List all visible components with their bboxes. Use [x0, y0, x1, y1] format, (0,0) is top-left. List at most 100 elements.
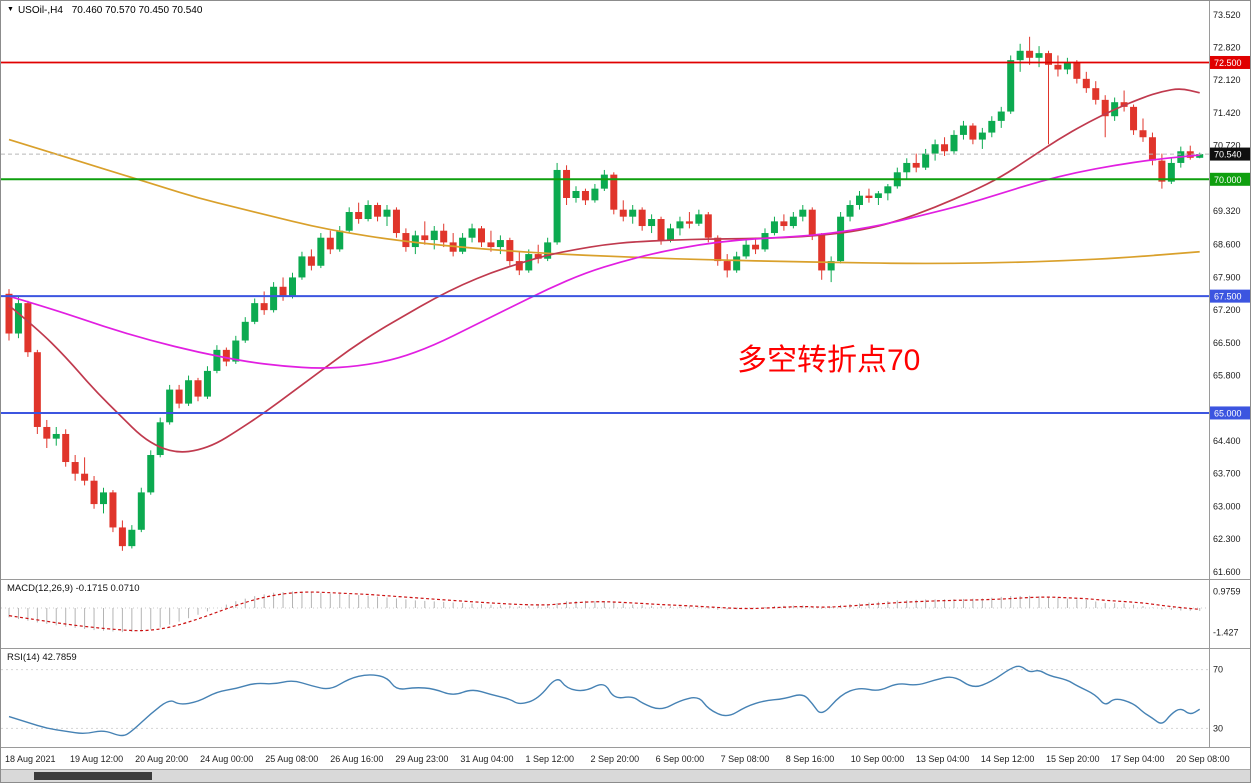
time-axis-label: 29 Aug 23:00	[395, 754, 448, 764]
price-tick-label: 71.420	[1213, 108, 1241, 118]
candle-body	[931, 144, 939, 154]
candle-body	[648, 219, 656, 227]
time-axis-label: 7 Sep 08:00	[721, 754, 770, 764]
candle-body	[307, 256, 315, 266]
candle-body	[818, 235, 826, 271]
candle-body	[714, 237, 722, 262]
candle-body	[856, 195, 863, 206]
price-badge-label: 72.500	[1214, 58, 1242, 68]
candle-body	[969, 125, 977, 140]
candle-body	[1186, 151, 1194, 158]
candle-body	[81, 473, 89, 481]
price-tick-label: 65.800	[1213, 371, 1241, 381]
chart-annotation-text: 多空转折点70	[737, 344, 921, 377]
candle-body	[156, 422, 164, 456]
candle-body	[761, 233, 769, 250]
candle-body	[166, 389, 174, 423]
macd-histogram	[8, 591, 1201, 633]
candle-body	[865, 195, 873, 198]
candle-body	[723, 261, 731, 271]
candle-body	[1063, 62, 1071, 70]
horizontal-scrollbar[interactable]	[1, 769, 1250, 782]
candle-body	[959, 125, 967, 135]
candle-body	[383, 209, 391, 217]
candle-body	[90, 480, 98, 505]
candle-body	[808, 209, 816, 236]
time-axis-label: 1 Sep 12:00	[525, 754, 574, 764]
symbol-period-label: USOil-,H4	[17, 5, 63, 16]
candle-body	[1148, 137, 1156, 161]
price-badge	[1210, 55, 1250, 69]
candle-body	[515, 261, 523, 271]
candle-body	[799, 209, 807, 217]
candle-body	[591, 188, 599, 201]
candle-body	[1158, 160, 1166, 182]
candle-body	[581, 190, 589, 201]
candle-body	[496, 240, 504, 248]
candle-body	[24, 303, 32, 353]
price-tick-label: 61.600	[1213, 567, 1241, 577]
candle-body	[1016, 50, 1024, 61]
candle-body	[128, 529, 136, 547]
candle-body	[1139, 130, 1147, 138]
rsi-level-label: 70	[1213, 665, 1223, 675]
candle-body	[1130, 106, 1138, 131]
candle-body	[742, 244, 750, 257]
candle-body	[884, 186, 892, 194]
candle-body	[950, 134, 958, 152]
symbol-menu-icon[interactable]: ▼	[7, 6, 14, 13]
candle-body	[752, 244, 760, 250]
rsi-level-label: 30	[1213, 723, 1223, 733]
candle-body	[638, 209, 646, 227]
time-axis-label: 10 Sep 00:00	[851, 754, 905, 764]
candle-body	[213, 349, 221, 371]
time-axis-label: 20 Aug 20:00	[135, 754, 188, 764]
price-tick-label: 62.300	[1213, 534, 1241, 544]
price-tick-label: 68.600	[1213, 240, 1241, 250]
candle-body	[100, 492, 107, 505]
candle-body	[997, 111, 1005, 121]
macd-tick-label: 0.9759	[1213, 586, 1241, 596]
macd-tick-label: -1.427	[1213, 627, 1239, 637]
candle-body	[837, 216, 845, 262]
candle-body	[402, 233, 410, 248]
time-axis-label: 31 Aug 04:00	[460, 754, 513, 764]
price-badge	[1210, 147, 1250, 161]
candle-body	[241, 321, 249, 341]
candle-body	[1196, 154, 1204, 158]
candle-body	[789, 216, 797, 227]
price-tick-label: 72.120	[1213, 75, 1241, 85]
price-tick-label: 72.820	[1213, 43, 1241, 53]
price-badge	[1210, 172, 1250, 186]
candles-layer	[5, 36, 1204, 551]
candle-body	[676, 221, 684, 229]
candle-body	[298, 256, 306, 278]
candle-body	[553, 169, 561, 243]
price-badge	[1210, 406, 1250, 420]
candle-body	[289, 277, 296, 297]
scrollbar-handle[interactable]	[34, 772, 152, 780]
chart-title: ▼ USOil-,H4 70.460 70.570 70.450 70.540	[7, 5, 202, 16]
candle-body	[326, 237, 334, 250]
price-badge-label: 70.000	[1214, 175, 1242, 185]
time-axis-label: 17 Sep 04:00	[1111, 754, 1165, 764]
candle-body	[355, 212, 363, 220]
candle-body	[629, 209, 637, 217]
candle-body	[260, 303, 268, 311]
candle-body	[827, 261, 835, 271]
candle-body	[270, 286, 278, 311]
price-tick-label: 69.320	[1213, 206, 1241, 216]
time-axis-label: 6 Sep 00:00	[656, 754, 705, 764]
candle-body	[194, 380, 202, 397]
candle-body	[52, 433, 60, 439]
candle-body	[336, 230, 344, 250]
time-axis-label: 26 Aug 16:00	[330, 754, 383, 764]
candle-body	[118, 527, 126, 547]
candle-body	[374, 205, 382, 217]
candle-body	[1073, 62, 1081, 79]
candle-body	[62, 433, 70, 463]
price-tick-label: 63.000	[1213, 501, 1241, 511]
candle-body	[1092, 88, 1100, 100]
